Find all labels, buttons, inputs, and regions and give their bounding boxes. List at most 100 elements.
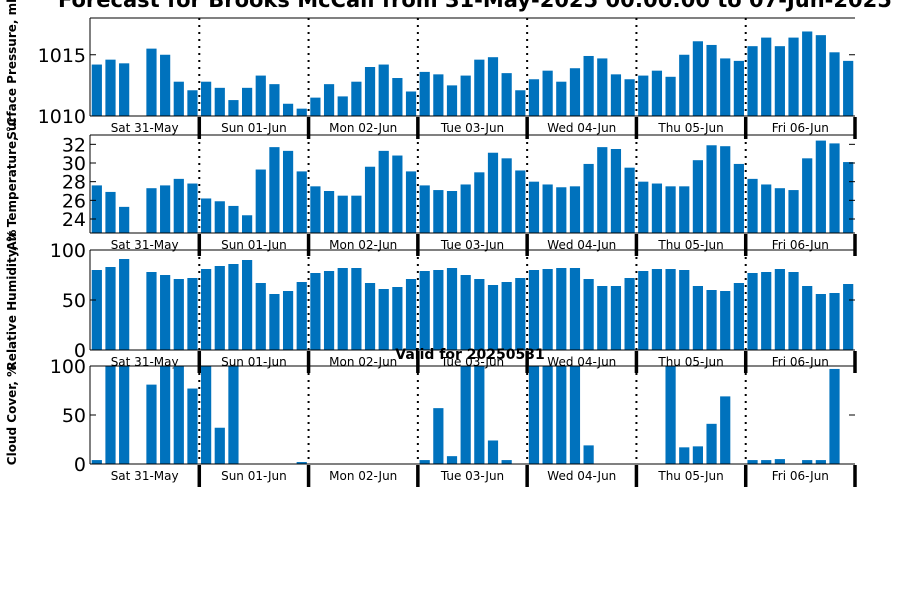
bar — [105, 366, 116, 464]
bar — [597, 58, 608, 116]
bar — [228, 366, 239, 464]
bar — [788, 190, 799, 233]
day-label: Mon 02-Jun — [329, 238, 397, 252]
bar — [214, 427, 225, 464]
bar — [788, 272, 799, 350]
bar — [843, 60, 854, 117]
bar — [446, 191, 458, 233]
bar — [761, 184, 772, 233]
bar — [255, 283, 266, 350]
bar — [610, 149, 622, 233]
bar — [460, 366, 471, 464]
bar — [487, 440, 499, 464]
bar — [569, 366, 581, 464]
y-tick-label: 24 — [62, 209, 86, 231]
bar — [433, 74, 444, 116]
y-tick-label: 100 — [50, 240, 86, 262]
bar — [310, 97, 321, 117]
y-axis-label: Surface Pressure, mb — [5, 0, 19, 140]
bar — [542, 184, 553, 233]
bar — [487, 152, 499, 233]
bar — [296, 171, 307, 233]
bar — [556, 268, 567, 350]
day-label: Thu 05-Jun — [657, 121, 723, 135]
bar — [323, 271, 335, 350]
bar — [515, 278, 526, 350]
bar — [802, 286, 813, 350]
bar — [187, 278, 198, 350]
bar — [214, 266, 225, 350]
bar — [556, 366, 567, 464]
bar — [460, 275, 471, 350]
bar — [542, 366, 553, 464]
bar — [610, 286, 622, 350]
bar — [310, 273, 321, 350]
bar — [706, 44, 717, 117]
bar — [378, 64, 389, 116]
bar — [487, 285, 499, 350]
bar — [378, 289, 389, 350]
bar — [337, 96, 348, 116]
bar — [665, 269, 676, 350]
bar — [446, 268, 458, 350]
bar — [419, 271, 430, 350]
bar — [146, 188, 157, 233]
y-tick-label: 28 — [62, 172, 86, 194]
bar — [843, 162, 854, 233]
day-label: Mon 02-Jun — [329, 121, 397, 135]
bar — [747, 46, 758, 116]
day-label: Fri 06-Jun — [772, 121, 829, 135]
bar — [829, 293, 840, 350]
bar — [802, 158, 813, 233]
bar — [815, 294, 826, 350]
day-label: Wed 04-Jun — [547, 238, 616, 252]
bar — [528, 181, 540, 233]
bar — [91, 64, 102, 116]
bar — [501, 73, 512, 117]
bar — [91, 185, 102, 233]
bar — [556, 187, 567, 233]
bar — [843, 284, 854, 350]
day-label: Fri 06-Jun — [772, 355, 829, 369]
bar — [815, 460, 826, 464]
bar — [624, 167, 635, 233]
bar — [405, 279, 417, 350]
bar — [446, 85, 458, 117]
bar — [501, 282, 512, 350]
chart-panel-1: 1010 1015 Surface Pressure, mb Sat 31-May Su… — [5, 0, 857, 140]
bar — [269, 294, 280, 350]
bar — [487, 57, 499, 116]
bar — [187, 90, 198, 116]
bar — [515, 170, 526, 233]
bar — [720, 396, 731, 464]
y-tick-label: 50 — [62, 290, 86, 312]
bar — [242, 260, 253, 350]
bar — [201, 269, 212, 350]
bar — [460, 184, 471, 233]
y-tick-label: 1015 — [38, 45, 86, 67]
bar — [542, 70, 553, 116]
chart-panel-4: 0 50 100 Cloud Cover, % Sat 31-May Sun 01-Jun… — [5, 356, 857, 487]
bar — [720, 146, 731, 233]
day-label: Wed 04-Jun — [547, 121, 616, 135]
bar — [214, 87, 225, 116]
day-label: Tue 03-Jun — [440, 121, 504, 135]
bar — [692, 286, 703, 350]
bar — [364, 67, 376, 116]
bar — [679, 447, 690, 464]
bar — [146, 48, 157, 117]
bar — [119, 63, 130, 116]
bar — [160, 54, 171, 116]
y-axis-label: Cloud Cover, % — [5, 365, 19, 465]
bar — [269, 147, 280, 233]
figure-title: Forecast for Brooks McCall from 31-May-2… — [58, 0, 900, 12]
y-tick-label: 30 — [62, 153, 86, 175]
bar — [282, 103, 294, 116]
bar — [774, 459, 785, 464]
day-label: Fri 06-Jun — [772, 469, 829, 483]
bar — [187, 183, 198, 233]
bar — [665, 366, 676, 464]
bar — [419, 185, 430, 233]
